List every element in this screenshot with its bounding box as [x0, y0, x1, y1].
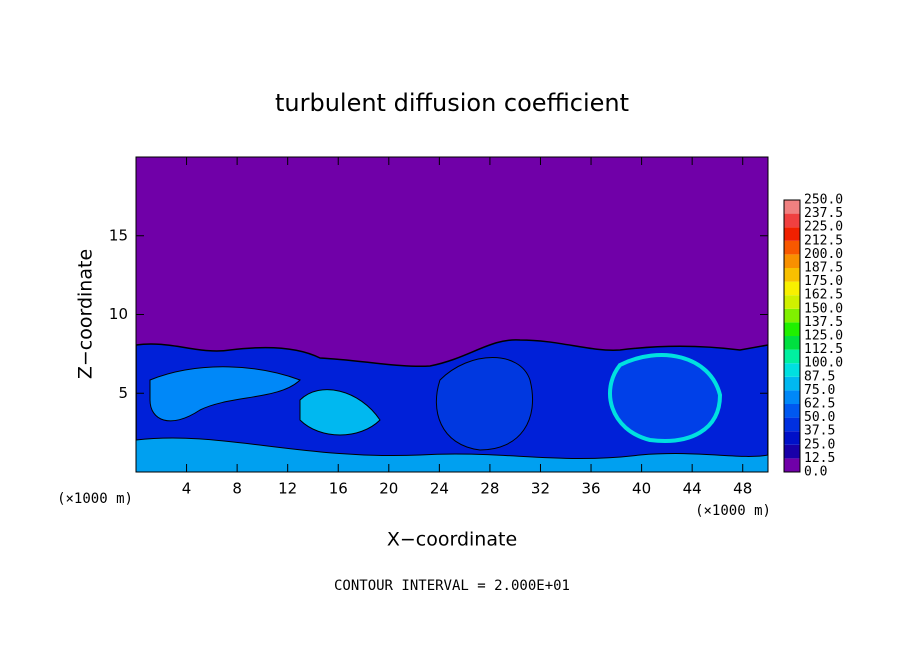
- colorbar-label: 200.0: [804, 247, 843, 262]
- colorbar-segment: [784, 227, 800, 241]
- colorbar-label: 187.5: [804, 261, 843, 276]
- colorbar-segment: [784, 322, 800, 336]
- colorbar-label: 212.5: [804, 233, 843, 248]
- colorbar-segment: [784, 240, 800, 255]
- colorbar-label: 37.5: [804, 424, 835, 439]
- colorbar-label: 237.5: [804, 206, 843, 221]
- x-axis-label: X−coordinate: [387, 529, 517, 551]
- colorbar-segment: [784, 213, 800, 228]
- x-tick-label: 16: [329, 480, 348, 498]
- colorbar-label: 62.5: [804, 397, 835, 412]
- colorbar-segment: [784, 376, 800, 391]
- colorbar-label: 0.0: [804, 465, 827, 480]
- y-tick-label: 10: [109, 305, 128, 323]
- colorbar-frame: [783, 199, 801, 473]
- colorbar-label: 175.0: [804, 274, 843, 289]
- x-tick-label: 40: [632, 480, 651, 498]
- colorbar-segment: [784, 417, 800, 432]
- x-tick-label: 8: [232, 480, 242, 498]
- colorbar-label: 150.0: [804, 301, 843, 316]
- y-tick-label: 15: [109, 226, 128, 244]
- x-unit-label: (×1000 m): [57, 491, 133, 507]
- x-tick-label: 4: [182, 480, 192, 498]
- chart-title: turbulent diffusion coefficient: [275, 89, 629, 117]
- footnote: CONTOUR INTERVAL = 2.000E+01: [334, 578, 570, 594]
- colorbar-segment: [784, 458, 800, 472]
- colorbar-label: 87.5: [804, 369, 835, 384]
- x-unit-label: (×1000 m): [695, 503, 771, 519]
- x-tick-label: 32: [531, 480, 550, 498]
- x-tick-label: 20: [379, 480, 398, 498]
- colorbar-segment: [784, 295, 800, 309]
- x-tick-label: 36: [581, 480, 600, 498]
- colorbar-segment: [784, 431, 800, 445]
- x-tick-label: 48: [733, 480, 752, 498]
- colorbar-label: 25.0: [804, 437, 835, 452]
- contour-field: [136, 157, 768, 472]
- colorbar-label: 225.0: [804, 220, 843, 235]
- colorbar-segment: [784, 404, 800, 418]
- y-axis-label: Z−coordinate: [75, 249, 97, 379]
- colorbar-segment: [784, 200, 800, 214]
- colorbar-segment: [784, 363, 800, 377]
- colorbar-label: 100.0: [804, 356, 843, 371]
- colorbar-label: 250.0: [804, 193, 843, 208]
- colorbar-segment: [784, 281, 800, 296]
- x-tick-label: 12: [278, 480, 297, 498]
- colorbar-label: 75.0: [804, 383, 835, 398]
- y-tick-label: 5: [118, 384, 128, 402]
- x-tick-label: 28: [480, 480, 499, 498]
- colorbar-label: 50.0: [804, 410, 835, 425]
- colorbar-segment: [784, 336, 800, 350]
- colorbar-label: 125.0: [804, 329, 843, 344]
- x-tick-label: 24: [430, 480, 449, 498]
- colorbar-label: 12.5: [804, 451, 835, 466]
- colorbar-label: 162.5: [804, 288, 843, 303]
- colorbar-segment: [784, 444, 800, 459]
- colorbar-segment: [784, 268, 800, 282]
- colorbar-segment: [784, 254, 800, 268]
- colorbar-segment: [784, 308, 800, 323]
- colorbar-label: 112.5: [804, 342, 843, 357]
- x-tick-label: 44: [683, 480, 702, 498]
- colorbar-label: 137.5: [804, 315, 843, 330]
- colorbar-segment: [784, 349, 800, 364]
- colorbar-segment: [784, 390, 800, 404]
